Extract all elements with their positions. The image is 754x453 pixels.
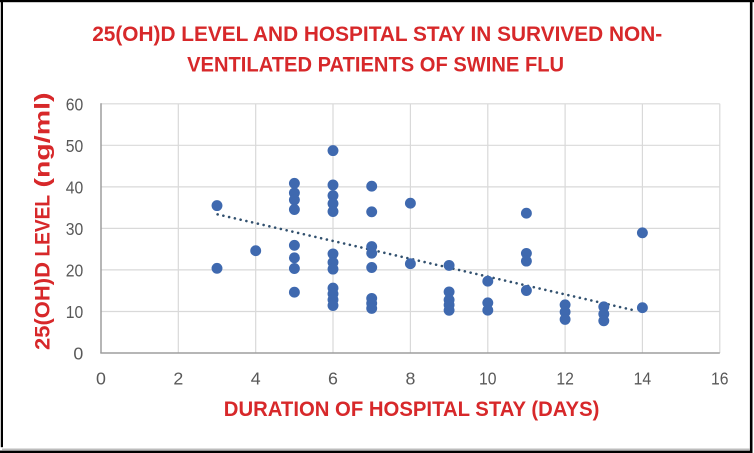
svg-text:10: 10 xyxy=(66,302,84,322)
svg-text:20: 20 xyxy=(66,261,84,281)
svg-text:25(OH)D LEVEL AND HOSPITAL STA: 25(OH)D LEVEL AND HOSPITAL STAY IN SURVI… xyxy=(92,23,662,46)
svg-text:25(OH)D: 25(OH)D xyxy=(31,262,55,350)
svg-text:10: 10 xyxy=(479,369,497,389)
svg-text:6: 6 xyxy=(328,369,338,389)
svg-text:60: 60 xyxy=(66,95,84,115)
svg-text:4: 4 xyxy=(251,369,261,389)
svg-text:16: 16 xyxy=(711,369,729,389)
svg-text:40: 40 xyxy=(66,178,84,198)
svg-text:12: 12 xyxy=(556,369,574,389)
svg-text:VENTILATED PATIENTS OF SWINE F: VENTILATED PATIENTS OF SWINE FLU xyxy=(187,53,564,76)
svg-text:0: 0 xyxy=(96,369,106,389)
svg-text:DURATION OF HOSPITAL STAY (DAY: DURATION OF HOSPITAL STAY (DAYS) xyxy=(224,398,600,421)
svg-text:14: 14 xyxy=(634,369,652,389)
svg-text:30: 30 xyxy=(66,219,84,239)
svg-text:LEVEL: LEVEL xyxy=(31,195,55,257)
svg-text:50: 50 xyxy=(66,136,84,156)
svg-text:(ng/ml): (ng/ml) xyxy=(31,93,55,188)
svg-text:2: 2 xyxy=(173,369,183,389)
svg-text:0: 0 xyxy=(73,344,83,364)
svg-text:8: 8 xyxy=(405,369,415,389)
